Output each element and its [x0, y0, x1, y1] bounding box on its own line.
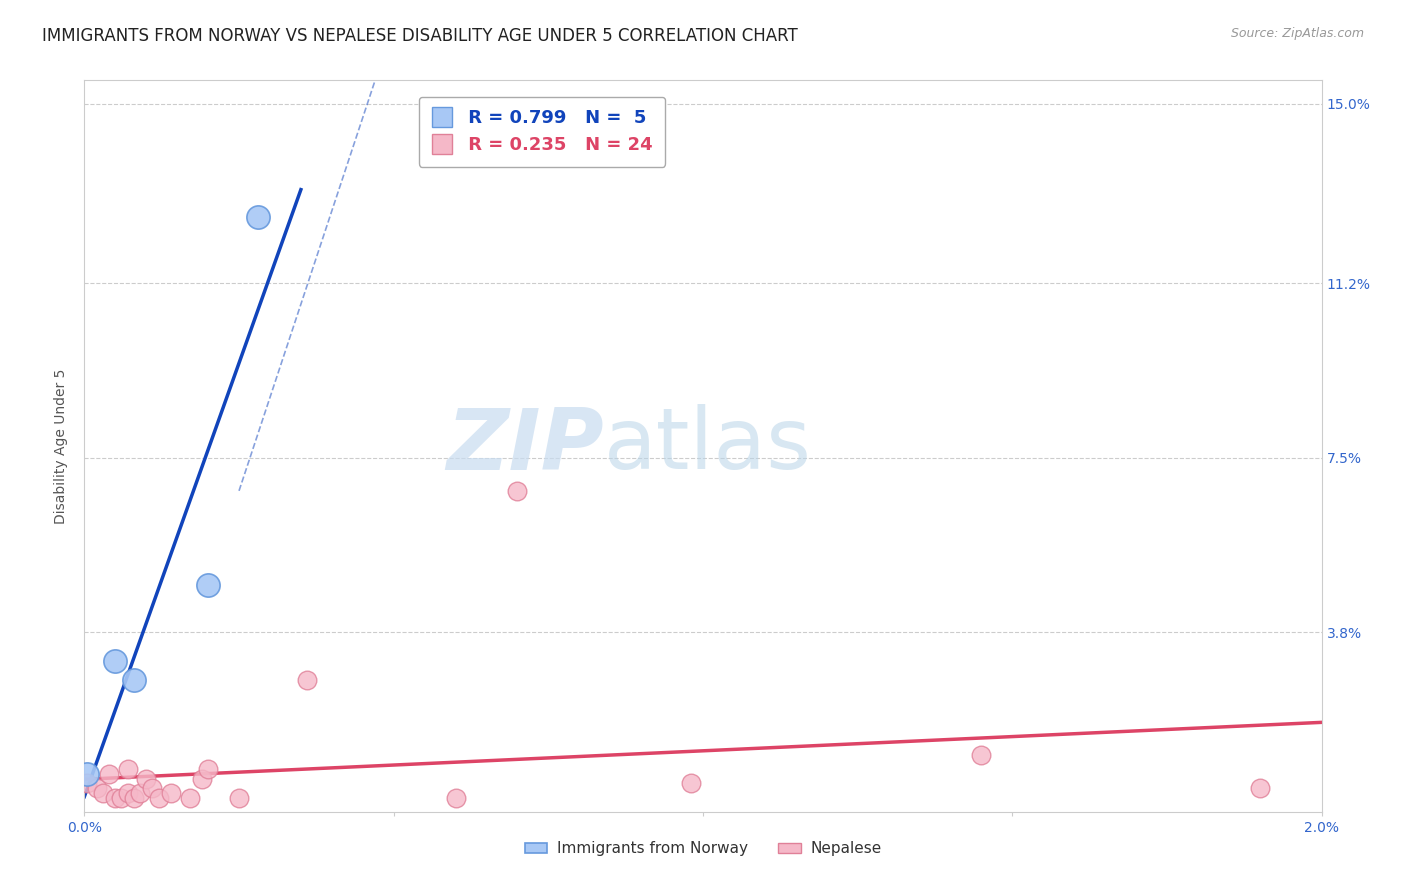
- Point: [197, 762, 219, 776]
- Text: atlas: atlas: [605, 404, 813, 488]
- Point: [148, 790, 170, 805]
- Text: Source: ZipAtlas.com: Source: ZipAtlas.com: [1230, 27, 1364, 40]
- Point: [295, 673, 318, 687]
- Point: [191, 772, 214, 786]
- Point: [91, 786, 114, 800]
- Text: IMMIGRANTS FROM NORWAY VS NEPALESE DISABILITY AGE UNDER 5 CORRELATION CHART: IMMIGRANTS FROM NORWAY VS NEPALESE DISAB…: [42, 27, 799, 45]
- Point: [122, 673, 145, 687]
- Point: [129, 786, 152, 800]
- Point: [86, 781, 108, 796]
- Point: [122, 790, 145, 805]
- Point: [76, 767, 98, 781]
- Point: [117, 762, 139, 776]
- Point: [444, 790, 467, 805]
- Point: [117, 786, 139, 800]
- Point: [110, 790, 132, 805]
- Point: [98, 767, 121, 781]
- Point: [160, 786, 183, 800]
- Point: [197, 578, 219, 592]
- Point: [970, 748, 993, 763]
- Point: [141, 781, 163, 796]
- Point: [135, 772, 157, 786]
- Point: [679, 776, 702, 790]
- Point: [76, 776, 98, 790]
- Point: [246, 210, 269, 224]
- Legend: Immigrants from Norway, Nepalese: Immigrants from Norway, Nepalese: [519, 836, 887, 863]
- Point: [1249, 781, 1271, 796]
- Point: [104, 790, 127, 805]
- Point: [179, 790, 201, 805]
- Text: ZIP: ZIP: [446, 404, 605, 488]
- Point: [104, 654, 127, 668]
- Y-axis label: Disability Age Under 5: Disability Age Under 5: [55, 368, 69, 524]
- Point: [228, 790, 250, 805]
- Point: [506, 483, 529, 498]
